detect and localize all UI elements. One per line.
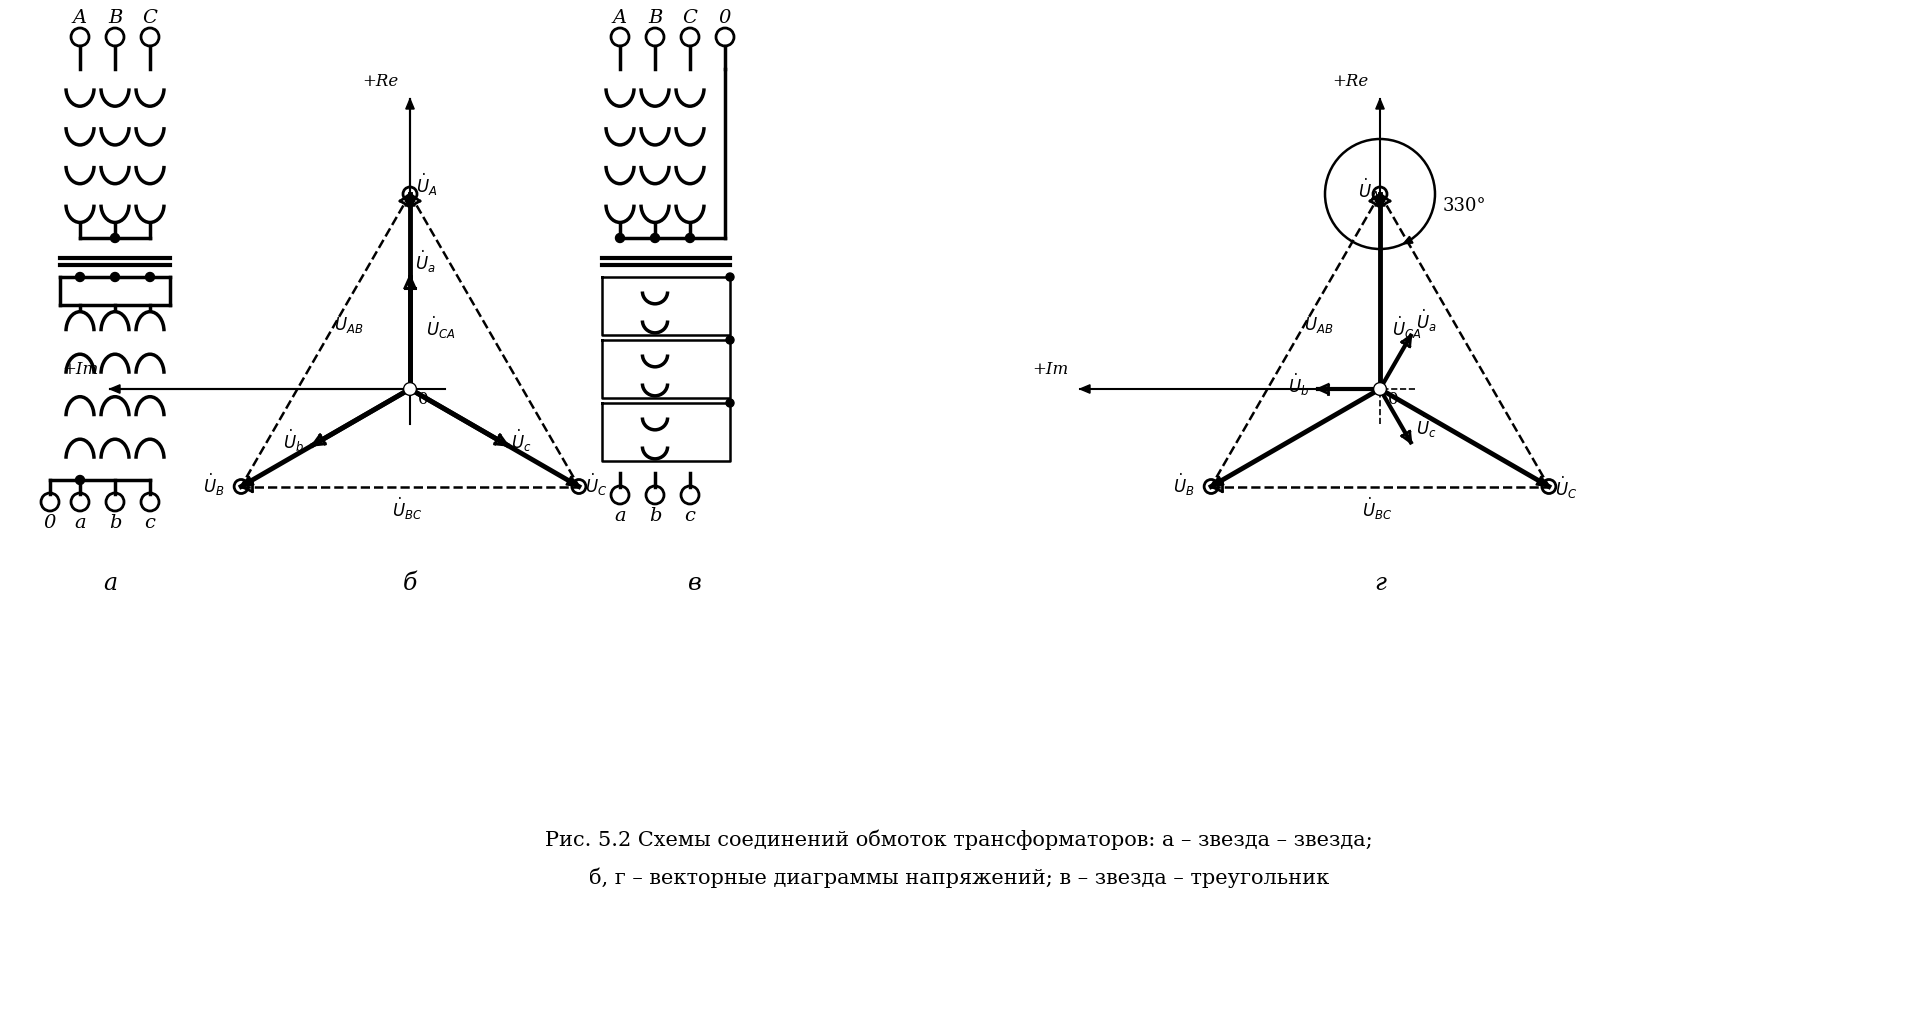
- Text: $\dot{U}_{CA}$: $\dot{U}_{CA}$: [1392, 315, 1421, 341]
- Text: а: а: [104, 572, 117, 594]
- Text: $\dot{U}_A$: $\dot{U}_A$: [416, 172, 437, 198]
- Text: +Im: +Im: [61, 361, 98, 378]
- Text: 330°: 330°: [1442, 197, 1486, 215]
- Polygon shape: [566, 477, 579, 487]
- Text: $\dot{U}_c$: $\dot{U}_c$: [1415, 414, 1437, 440]
- Circle shape: [685, 234, 694, 244]
- Circle shape: [75, 273, 84, 282]
- Circle shape: [727, 336, 735, 344]
- Circle shape: [75, 476, 84, 485]
- Text: C: C: [142, 9, 157, 26]
- Text: c: c: [685, 506, 696, 525]
- Text: $\dot{U}_a$: $\dot{U}_a$: [1415, 308, 1437, 333]
- Circle shape: [1375, 384, 1385, 394]
- Text: $\dot{U}_a$: $\dot{U}_a$: [414, 249, 435, 275]
- Polygon shape: [1375, 195, 1385, 207]
- Circle shape: [405, 384, 414, 394]
- Text: б, г – векторные диаграммы напряжений; в – звезда – треугольник: б, г – векторные диаграммы напряжений; в…: [589, 867, 1329, 888]
- Text: $\dot{U}_c$: $\dot{U}_c$: [510, 427, 531, 453]
- Circle shape: [727, 274, 735, 281]
- Text: b: b: [648, 506, 662, 525]
- Text: $\dot{U}_{CA}$: $\dot{U}_{CA}$: [426, 315, 456, 341]
- Text: c: c: [144, 514, 155, 532]
- Polygon shape: [1404, 237, 1414, 245]
- Circle shape: [111, 273, 119, 282]
- Polygon shape: [407, 100, 414, 110]
- Text: Рис. 5.2 Схемы соединений обмоток трансформаторов: а – звезда – звезда;: Рис. 5.2 Схемы соединений обмоток трансф…: [545, 828, 1373, 850]
- Text: b: b: [109, 514, 121, 532]
- Text: C: C: [683, 9, 698, 26]
- Text: a: a: [614, 506, 625, 525]
- Text: $\dot{U}_{AB}$: $\dot{U}_{AB}$: [334, 310, 363, 336]
- Text: $\dot{U}_{BC}$: $\dot{U}_{BC}$: [1362, 496, 1392, 522]
- Circle shape: [111, 234, 119, 244]
- Text: B: B: [107, 9, 123, 26]
- Text: $\dot{U}_A$: $\dot{U}_A$: [1358, 176, 1379, 203]
- Polygon shape: [242, 477, 253, 487]
- Circle shape: [650, 234, 660, 244]
- Text: $\dot{U}_b$: $\dot{U}_b$: [1289, 372, 1310, 397]
- Text: $\dot{U}_b$: $\dot{U}_b$: [284, 427, 305, 453]
- Text: B: B: [648, 9, 662, 26]
- Text: г: г: [1373, 572, 1387, 594]
- Circle shape: [146, 273, 155, 282]
- Text: A: A: [614, 9, 627, 26]
- Text: +Re: +Re: [363, 73, 399, 90]
- Polygon shape: [109, 385, 121, 393]
- Text: +Im: +Im: [1032, 361, 1068, 378]
- Polygon shape: [405, 195, 414, 207]
- Text: $\dot{U}_{BC}$: $\dot{U}_{BC}$: [391, 496, 422, 522]
- Text: +Re: +Re: [1331, 73, 1368, 90]
- Circle shape: [616, 234, 625, 244]
- Polygon shape: [1375, 100, 1385, 110]
- Text: $\dot{U}_C$: $\dot{U}_C$: [585, 471, 608, 497]
- Text: 0: 0: [418, 390, 428, 408]
- Text: $\dot{U}_C$: $\dot{U}_C$: [1555, 474, 1577, 500]
- Text: в: в: [689, 572, 702, 594]
- Text: A: A: [73, 9, 86, 26]
- Text: 0: 0: [44, 514, 56, 532]
- Text: $\dot{U}_{AB}$: $\dot{U}_{AB}$: [1304, 310, 1333, 336]
- Circle shape: [727, 399, 735, 408]
- Text: 0: 0: [719, 9, 731, 26]
- Text: 0: 0: [1389, 390, 1398, 408]
- Polygon shape: [1080, 385, 1089, 393]
- Polygon shape: [1536, 477, 1550, 487]
- Text: a: a: [75, 514, 86, 532]
- Text: $\dot{U}_B$: $\dot{U}_B$: [1174, 471, 1195, 497]
- Text: $\dot{U}_B$: $\dot{U}_B$: [203, 471, 224, 497]
- Text: б: б: [403, 572, 418, 594]
- Polygon shape: [1210, 477, 1224, 487]
